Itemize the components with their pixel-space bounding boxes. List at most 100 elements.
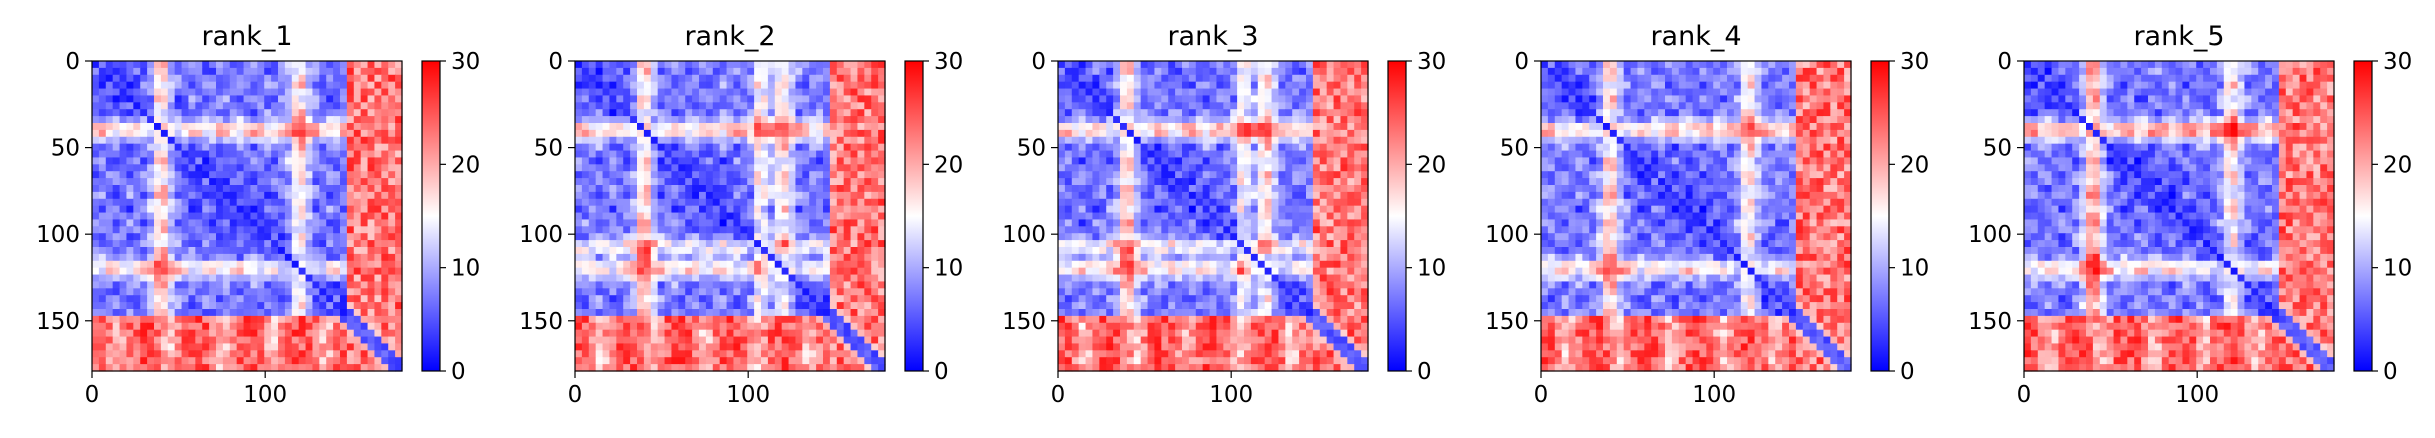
heatmap-cell <box>1278 171 1286 179</box>
heatmap-cell <box>1319 102 1328 110</box>
heatmap-cell <box>222 247 231 255</box>
heatmap-cell <box>381 233 389 241</box>
heatmap-cell <box>1312 157 1321 165</box>
heatmap-cell <box>167 191 176 200</box>
heatmap-cell <box>664 109 673 117</box>
heatmap-cell <box>374 143 382 152</box>
heatmap-cell <box>767 315 776 324</box>
heatmap-cell <box>575 143 583 152</box>
heatmap-cell <box>291 288 300 296</box>
heatmap-cell <box>367 198 376 207</box>
heatmap-cell <box>1209 178 1218 186</box>
heatmap-cell <box>1071 116 1080 124</box>
heatmap-cell <box>788 343 797 351</box>
heatmap-cell <box>105 274 114 283</box>
heatmap-cell <box>388 74 396 83</box>
heatmap-cell <box>1223 164 1231 172</box>
heatmap-cell <box>367 226 376 234</box>
heatmap-cell <box>395 309 403 317</box>
heatmap-cell <box>1257 136 1266 145</box>
heatmap-cell <box>664 315 673 324</box>
heatmap-cell <box>388 357 396 365</box>
heatmap-cell <box>1278 178 1286 186</box>
heatmap-cell <box>105 233 114 241</box>
heatmap-cell <box>788 129 797 138</box>
heatmap-cell <box>257 295 265 303</box>
heatmap-cell <box>257 205 265 214</box>
heatmap-cell <box>864 233 872 241</box>
heatmap-cell <box>222 178 231 186</box>
heatmap-cell <box>333 74 341 83</box>
heatmap-cell <box>133 274 141 283</box>
heatmap-cell <box>657 198 666 207</box>
heatmap-cell <box>871 150 879 159</box>
heatmap-cell <box>643 178 652 186</box>
heatmap-cell <box>126 102 134 110</box>
heatmap-cell <box>657 185 666 193</box>
heatmap-cell <box>850 150 859 159</box>
heatmap-cell <box>774 129 783 138</box>
heatmap-cell <box>154 226 162 234</box>
heatmap-cell <box>705 67 714 76</box>
heatmap-cell <box>388 212 396 221</box>
heatmap-cell <box>685 302 693 310</box>
heatmap-cell <box>154 288 162 296</box>
heatmap-cell <box>623 350 631 358</box>
heatmap-cell <box>1250 102 1259 110</box>
heatmap-cell <box>795 74 803 83</box>
heatmap-cell <box>761 67 769 76</box>
heatmap-cell <box>767 102 776 110</box>
heatmap-cell <box>126 157 134 165</box>
heatmap-cell <box>278 198 286 207</box>
heatmap-cell <box>595 240 604 248</box>
heatmap-cell <box>195 260 203 269</box>
heatmap-cell <box>726 136 735 145</box>
heatmap-cell <box>1271 178 1280 186</box>
heatmap-cell <box>595 233 604 241</box>
heatmap-cell <box>1202 178 1211 186</box>
heatmap-cell <box>816 123 824 131</box>
heatmap-cell <box>216 185 224 193</box>
heatmap-cell <box>692 247 700 255</box>
heatmap-cell <box>836 336 845 345</box>
heatmap-cell <box>160 102 169 110</box>
heatmap-cell <box>685 136 693 145</box>
heatmap-cell <box>850 322 859 331</box>
heatmap-cell <box>229 219 238 227</box>
heatmap-cell <box>747 219 755 227</box>
heatmap-cell <box>823 109 831 117</box>
heatmap-cell <box>726 157 735 165</box>
heatmap-cell <box>671 253 679 262</box>
heatmap-cell <box>699 191 707 200</box>
heatmap-cell <box>236 322 245 331</box>
heatmap-cell <box>878 260 886 269</box>
heatmap-cell <box>1361 74 1369 83</box>
heatmap-cell <box>167 81 176 90</box>
heatmap-cell <box>878 74 886 83</box>
heatmap-cell <box>229 205 238 214</box>
heatmap-cell <box>761 81 769 90</box>
heatmap-cell <box>98 178 107 186</box>
heatmap-cell <box>1202 143 1211 152</box>
heatmap-cell <box>305 309 314 317</box>
heatmap-cell <box>719 336 728 345</box>
heatmap-cell <box>374 295 382 303</box>
heatmap-cell <box>167 74 176 83</box>
heatmap-cell <box>1120 95 1128 103</box>
heatmap-cell <box>367 357 376 365</box>
heatmap-cell <box>250 74 258 83</box>
heatmap-cell <box>1078 81 1087 90</box>
heatmap-cell <box>1333 143 1342 152</box>
heatmap-cell <box>857 315 865 324</box>
heatmap-cell <box>181 123 190 131</box>
heatmap-cell <box>719 123 728 131</box>
heatmap-cell <box>105 350 114 358</box>
heatmap-cell <box>595 157 604 165</box>
heatmap-cell <box>588 219 597 227</box>
heatmap-cell <box>643 198 652 207</box>
heatmap-cell <box>609 143 617 152</box>
heatmap-cell <box>1216 95 1224 103</box>
heatmap-cell <box>353 295 362 303</box>
heatmap-cell <box>650 185 659 193</box>
heatmap-cell <box>712 95 721 103</box>
